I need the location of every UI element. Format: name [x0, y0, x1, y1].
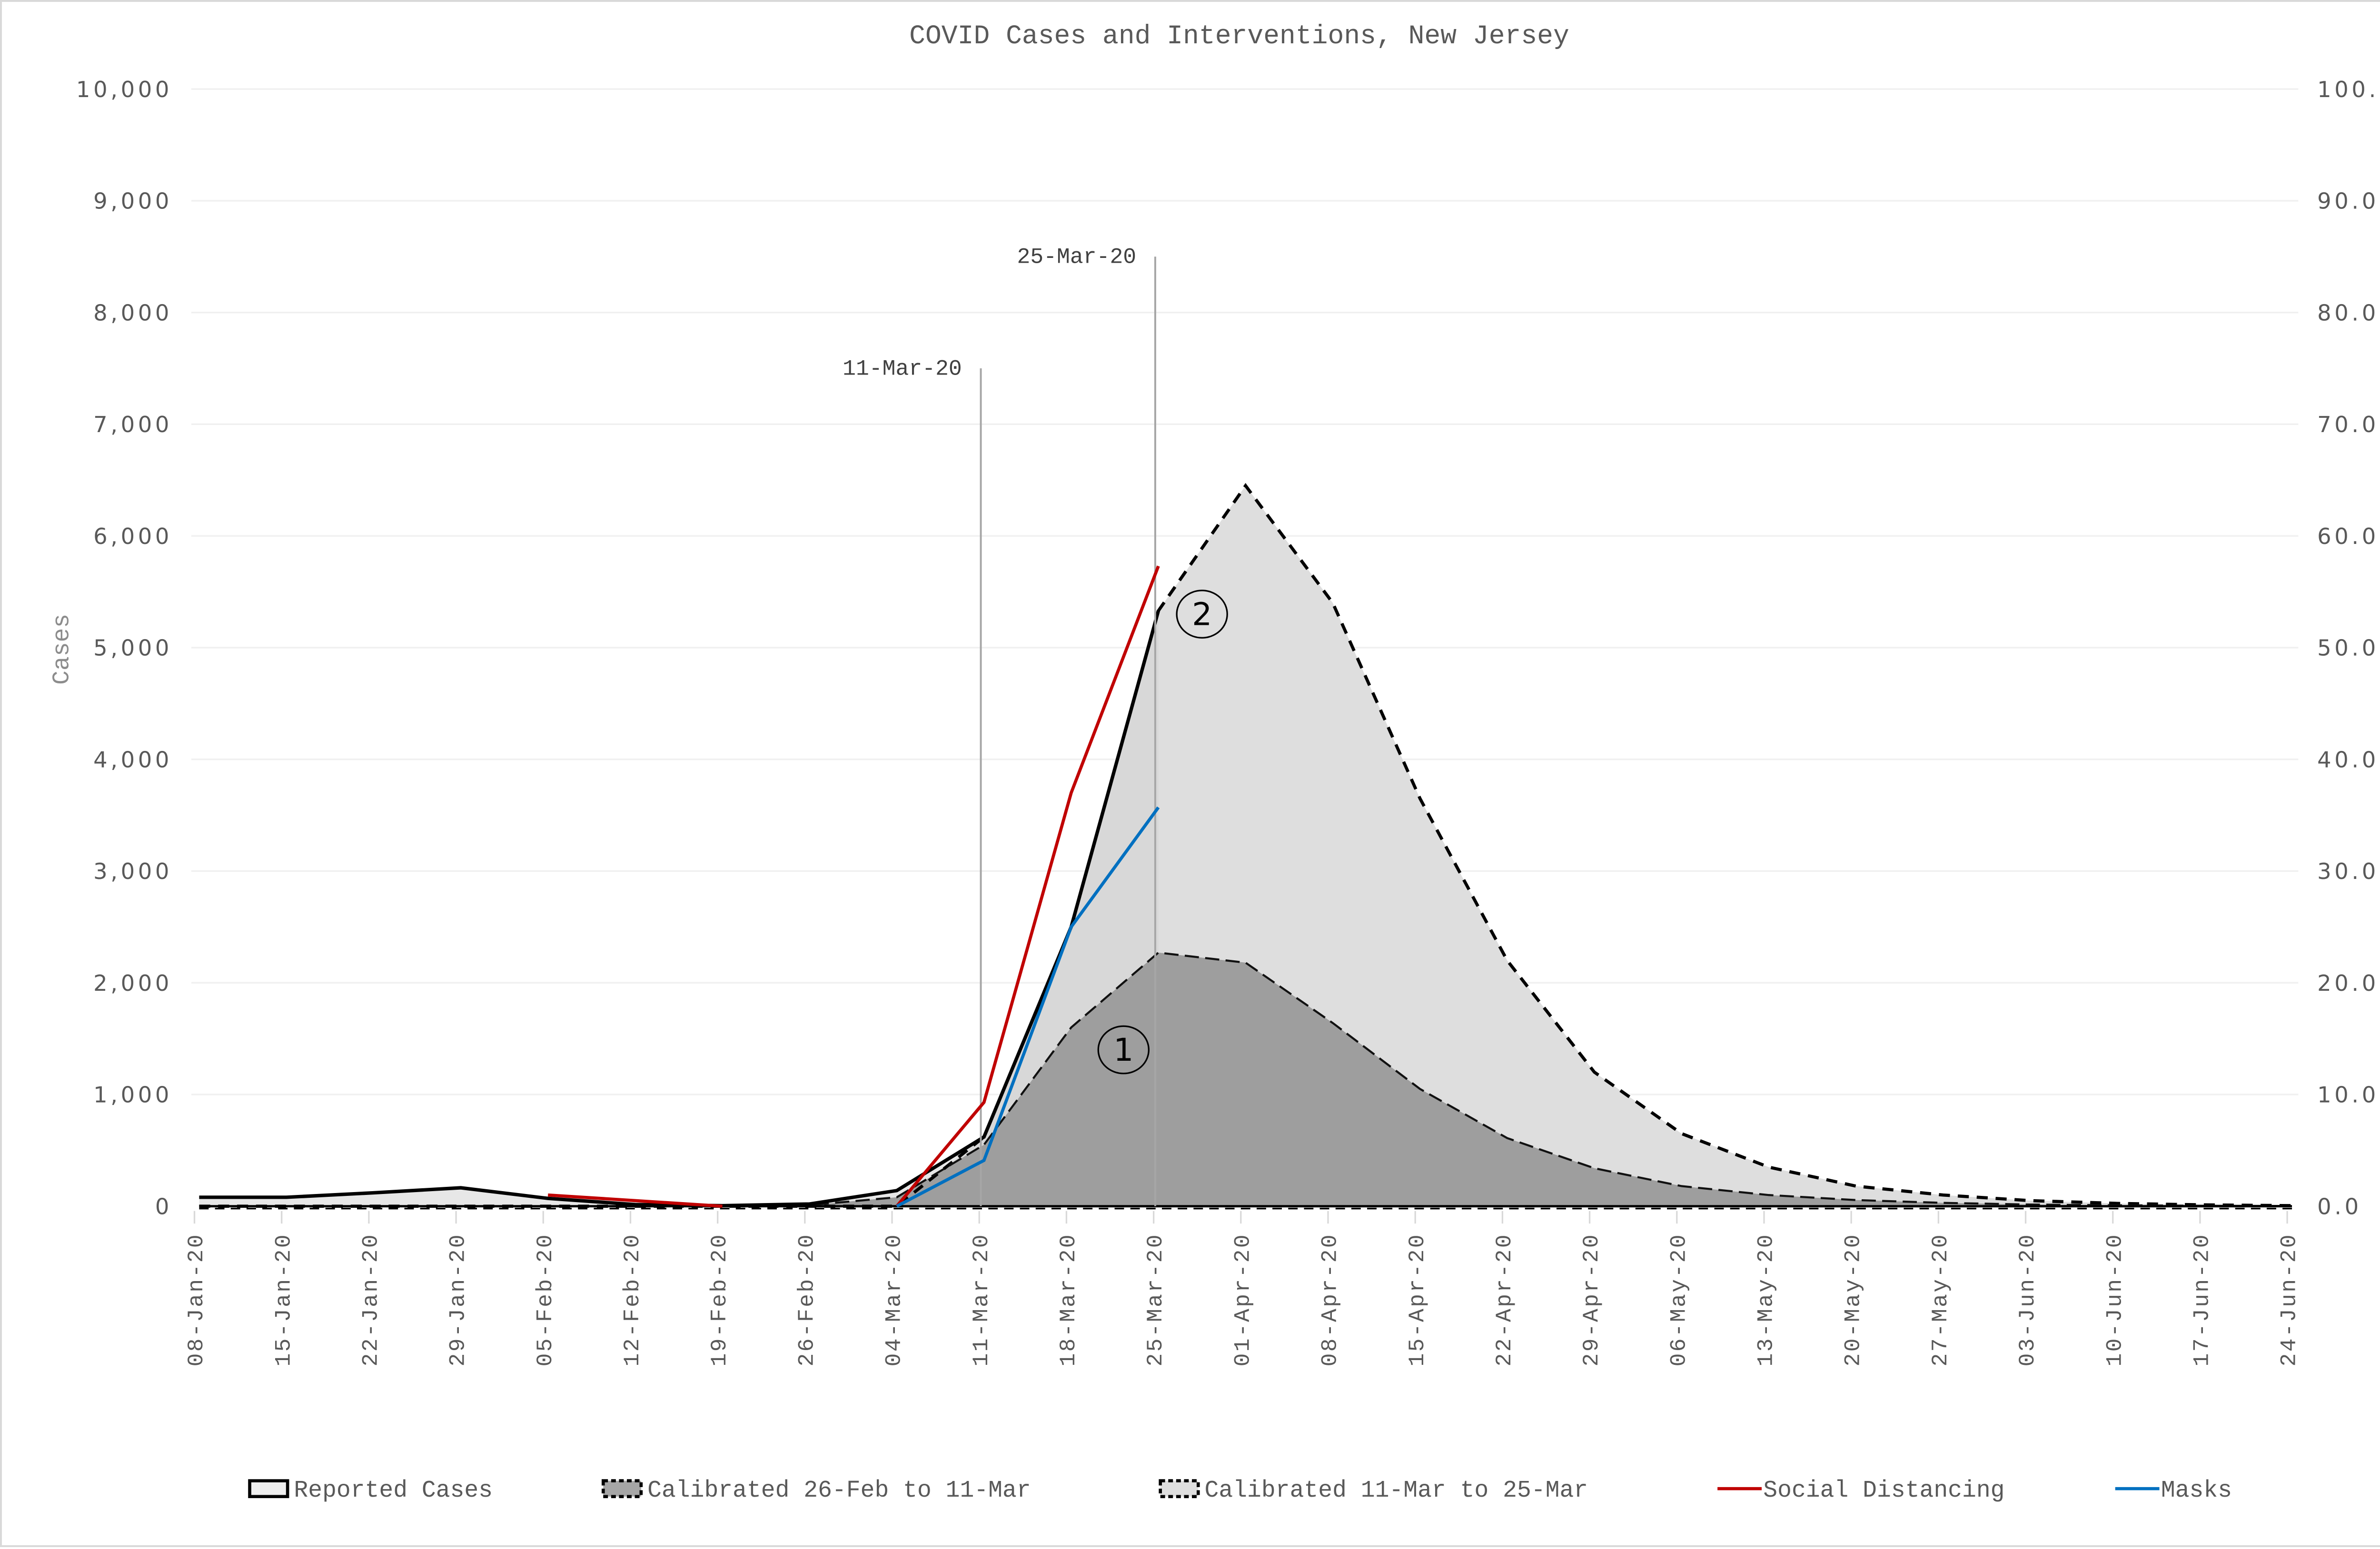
- line-masks: [896, 806, 1160, 1208]
- legend-swatch-reported: [248, 1479, 289, 1499]
- x-tick-label: 13-May-20: [1754, 1233, 1779, 1366]
- x-tick-label: 15-Jan-20: [271, 1233, 296, 1366]
- x-tick-label: 26-Feb-20: [794, 1233, 819, 1366]
- y2-tick-label: 0.0: [2317, 1194, 2362, 1219]
- y2-tick-label: 10.0: [2317, 1082, 2379, 1108]
- x-tick-label: 22-Jan-20: [358, 1233, 383, 1366]
- legend-swatch-calibrated-early: [601, 1479, 643, 1499]
- area-calibrated-26feb-11mar-overlay: [199, 952, 2292, 1206]
- vline-label: 11-Mar-20: [843, 356, 962, 381]
- x-tick-label: 27-May-20: [1928, 1233, 1953, 1366]
- legend-item: Reported Cases: [248, 1477, 493, 1504]
- y-tick-label: 2,000: [93, 970, 172, 996]
- line-series: [548, 565, 1160, 1208]
- x-tick-label: 08-Apr-20: [1318, 1233, 1343, 1366]
- x-tick-label: 05-Feb-20: [533, 1233, 558, 1366]
- y-axis-title: Cases: [49, 614, 75, 685]
- legend-item: Calibrated 26-Feb to 11-Mar: [601, 1477, 1031, 1504]
- chart-title: COVID Cases and Interventions, New Jerse…: [909, 21, 1569, 51]
- y2-tick-label: 90.0: [2317, 188, 2379, 214]
- y2-tick-label: 60.0: [2317, 523, 2379, 549]
- y-tick-label: 7,000: [93, 412, 172, 437]
- x-tick-label: 06-May-20: [1666, 1233, 1691, 1366]
- vline-label: 25-Mar-20: [1017, 245, 1137, 270]
- y2-tick-label: 50.0: [2317, 635, 2379, 661]
- legend-label: Reported Cases: [294, 1477, 493, 1504]
- legend-item: Masks: [2115, 1477, 2232, 1504]
- x-tick-label: 20-May-20: [1841, 1233, 1866, 1366]
- x-tick-label: 03-Jun-20: [2015, 1233, 2040, 1366]
- y2-tick-label: 70.0: [2317, 412, 2379, 437]
- y-tick-label: 1,000: [93, 1082, 172, 1108]
- legend-label: Social Distancing: [1763, 1477, 2004, 1504]
- y-tick-label: 4,000: [93, 747, 172, 772]
- x-axis: 08-Jan-20 15-Jan-20 22-Jan-20 29-Jan-20 05-F…: [184, 1211, 2302, 1367]
- x-tick-label: 15-Apr-20: [1405, 1233, 1430, 1366]
- y-tick-label: 10,000: [76, 77, 172, 102]
- y2-tick-label: 40.0: [2317, 747, 2379, 772]
- y2-tick-label: 100.0: [2317, 77, 2380, 102]
- date-markers: 11-Mar-20 25-Mar-20: [843, 245, 1156, 1206]
- region-labels: 12: [1097, 590, 1228, 1075]
- y2-tick-label: 20.0: [2317, 970, 2379, 996]
- x-tick-label: 12-Feb-20: [620, 1233, 645, 1366]
- legend-item: Social Distancing: [1717, 1477, 2005, 1504]
- y-tick-label: 5,000: [93, 635, 172, 661]
- legend-item: Calibrated 11-Mar to 25-Mar: [1159, 1477, 1588, 1504]
- x-tick-label: 19-Feb-20: [707, 1233, 732, 1366]
- x-tick-label: 10-Jun-20: [2102, 1233, 2127, 1366]
- legend-label: Calibrated 26-Feb to 11-Mar: [647, 1477, 1031, 1504]
- y-tick-label: 9,000: [93, 188, 172, 214]
- x-tick-label: 29-Apr-20: [1579, 1233, 1604, 1366]
- area-series: [199, 483, 2292, 1210]
- y-tick-label: 6,000: [93, 523, 172, 549]
- x-tick-label: 29-Jan-20: [446, 1233, 471, 1366]
- y-tick-label: 0: [155, 1194, 172, 1219]
- x-tick-label: 22-Apr-20: [1492, 1233, 1517, 1366]
- x-tick-label: 18-Mar-20: [1056, 1233, 1081, 1366]
- x-tick-label: 04-Mar-20: [882, 1233, 907, 1366]
- y-axis-right: 0.0 10.0 20.0 30.0 40.0 50.0 60.0 70.0 80.0 90.0 1…: [2317, 77, 2380, 1220]
- y2-tick-label: 30.0: [2317, 858, 2379, 884]
- legend-label: Calibrated 11-Mar to 25-Mar: [1205, 1477, 1588, 1504]
- circle-label-text: 1: [1113, 1031, 1133, 1068]
- legend-swatch-calibrated-late: [1159, 1479, 1200, 1499]
- y-tick-label: 8,000: [93, 300, 172, 326]
- circle-label-2: [1176, 590, 1228, 639]
- line-social-distancing: [548, 565, 1160, 1208]
- legend: Reported Cases Calibrated 26-Feb to 11-Ma…: [248, 1477, 2232, 1504]
- x-tick-label: 01-Apr-20: [1230, 1233, 1255, 1366]
- x-tick-label: 08-Jan-20: [184, 1233, 209, 1366]
- legend-label: Masks: [2161, 1477, 2232, 1504]
- circle-label-text: 2: [1192, 596, 1212, 633]
- area-calibrated-11mar-25mar: [199, 485, 2292, 1206]
- x-tick-label: 17-Jun-20: [2190, 1233, 2215, 1366]
- y-tick-label: 3,000: [93, 858, 172, 884]
- y-axis-left: 0 1,000 2,000 3,000 4,000 5,000 6,000 7,000 8,00…: [76, 77, 172, 1220]
- x-tick-label: 25-Mar-20: [1143, 1233, 1168, 1366]
- x-tick-label: 24-Jun-20: [2277, 1233, 2302, 1366]
- circle-label-1: [1097, 1025, 1150, 1075]
- y2-tick-label: 80.0: [2317, 300, 2379, 326]
- x-tick-label: 11-Mar-20: [969, 1233, 994, 1366]
